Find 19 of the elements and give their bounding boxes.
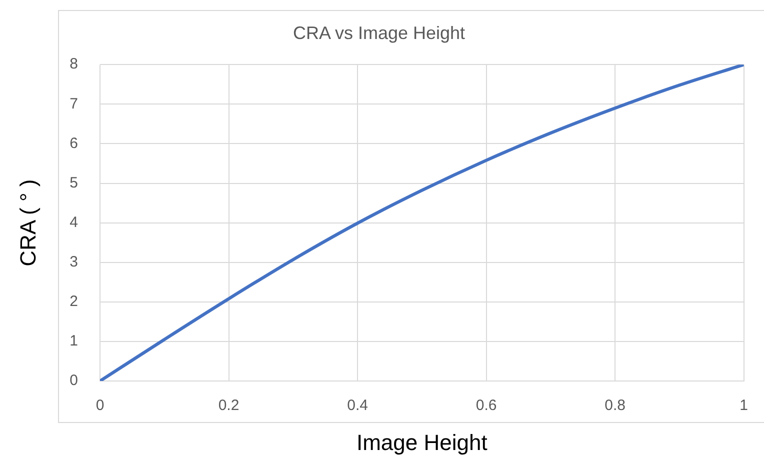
x-tick-label: 0.6 (476, 397, 497, 414)
x-axis-title: Image Height (356, 430, 488, 455)
x-tick-label: 1 (740, 397, 748, 414)
x-tick-label: 0.8 (604, 397, 626, 414)
line-series (100, 64, 744, 381)
y-axis-title: CRA ( ° ) (15, 179, 40, 266)
x-tick-label: 0.2 (218, 397, 240, 414)
y-tick-label: 5 (70, 174, 78, 192)
x-tick-label: 0 (96, 397, 104, 414)
y-tick-label: 6 (70, 134, 78, 152)
x-tick-label: 0.4 (347, 397, 368, 414)
y-tick-label: 4 (70, 214, 78, 231)
y-tick-label: 8 (70, 56, 78, 73)
y-tick-label: 7 (70, 95, 78, 112)
y-tick-label: 1 (70, 332, 78, 350)
y-tick-label: 2 (70, 293, 78, 310)
chart-title: CRA vs Image Height (292, 22, 466, 43)
y-tick-label: 3 (70, 253, 78, 270)
y-tick-label: 0 (70, 372, 78, 390)
